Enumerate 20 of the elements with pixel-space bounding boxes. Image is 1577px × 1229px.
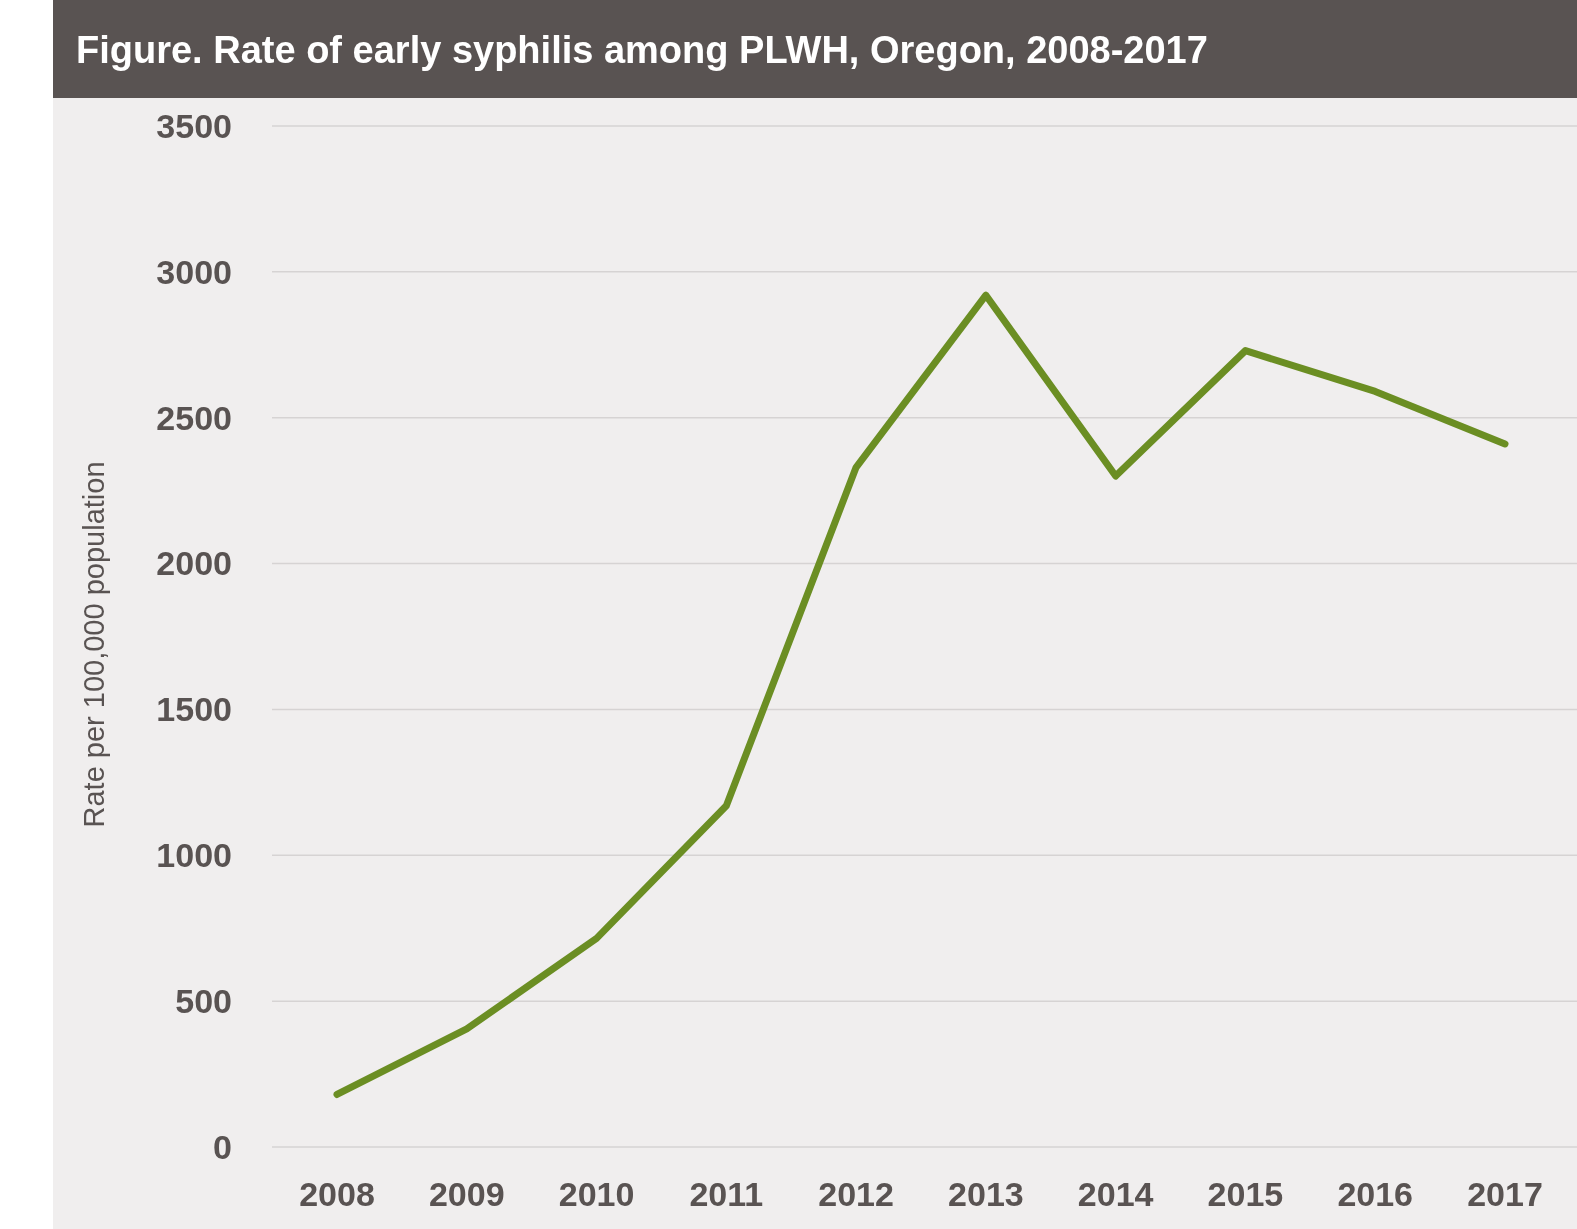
y-tick-label: 500 [175,982,232,1021]
chart-title: Figure. Rate of early syphilis among PLWH, Oregon, 2008-2017 [76,29,1208,71]
x-tick-label: 2016 [1337,1175,1414,1213]
x-tick-label: 2017 [1467,1175,1543,1213]
x-tick-label: 2010 [558,1175,635,1213]
y-tick-label: 1500 [156,690,232,729]
x-tick-label: 2008 [299,1175,375,1213]
x-tick-label: 2013 [948,1175,1024,1213]
x-tick-label: 2012 [818,1175,894,1213]
x-tick-label: 2009 [428,1175,505,1213]
y-tick-label: 2000 [156,544,232,583]
y-tick-label: 2500 [156,398,232,437]
y-tick-label: 3500 [156,106,232,145]
x-tick-label: 2011 [689,1175,764,1213]
y-axis-title: Rate per 100,000 population [78,461,110,828]
y-tick-label: 0 [213,1127,232,1166]
x-tick-label: 2015 [1207,1175,1284,1213]
y-tick-label: 1000 [156,836,232,875]
y-tick-label: 3000 [156,252,232,291]
x-tick-label: 2014 [1077,1175,1154,1213]
